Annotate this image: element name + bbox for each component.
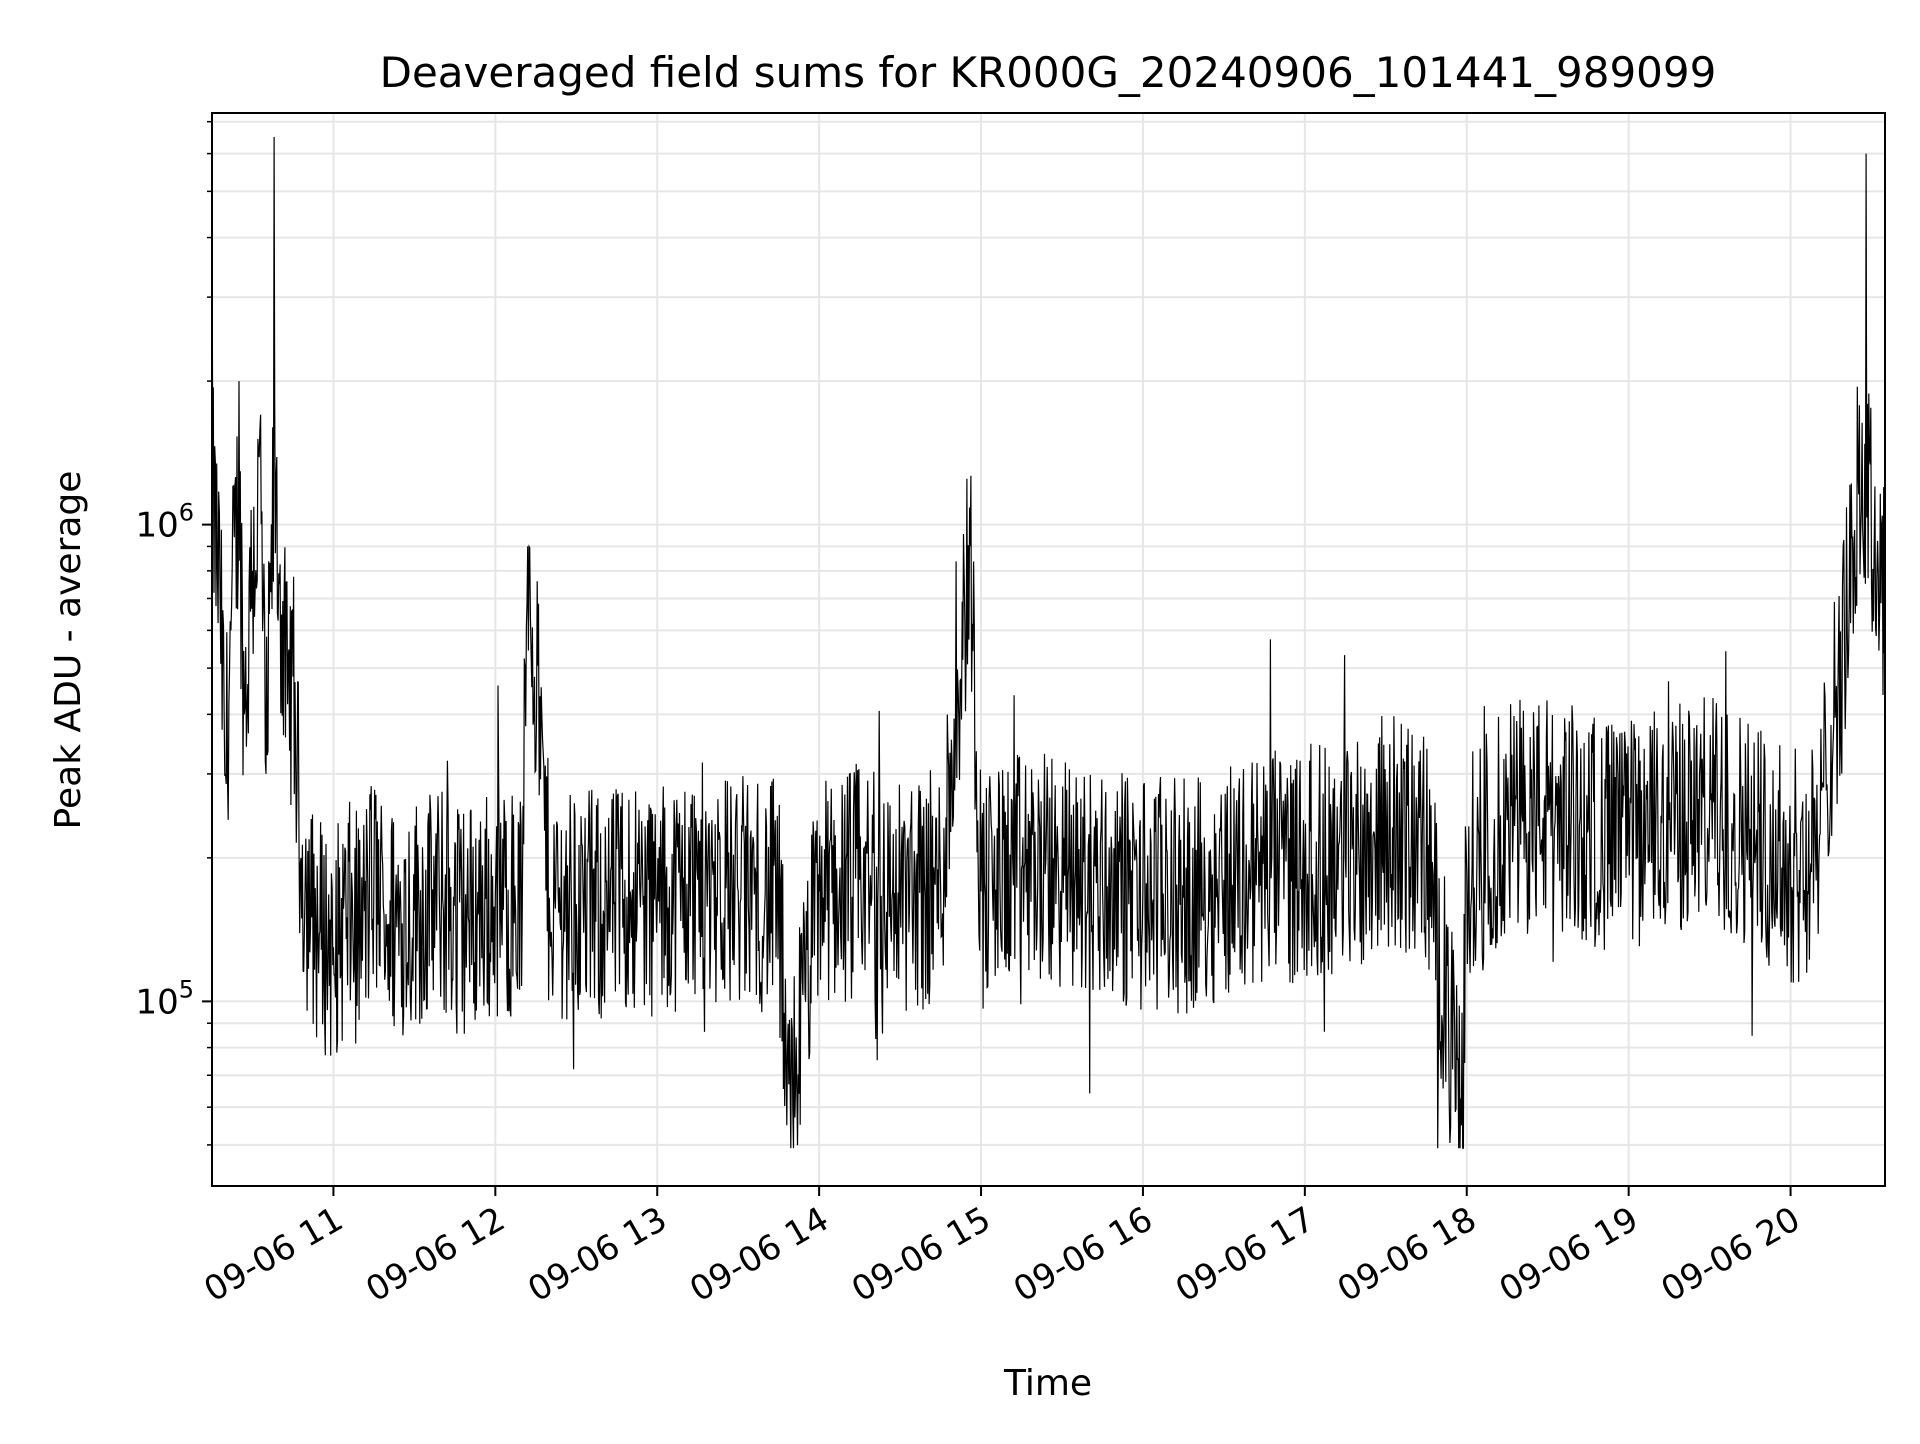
grid <box>212 113 1885 1186</box>
plot-frame <box>211 112 1886 1187</box>
x-axis-label: Time <box>1003 1363 1092 1404</box>
y-tick-label: 105 <box>135 975 194 1022</box>
y-axis-label: Peak ADU - average <box>48 471 89 830</box>
series-line <box>211 136 1886 1149</box>
series-layer <box>211 136 1886 1149</box>
y-tick-label: 106 <box>135 499 194 546</box>
chart-title: Deaveraged field sums for KR000G_2024090… <box>380 48 1717 97</box>
